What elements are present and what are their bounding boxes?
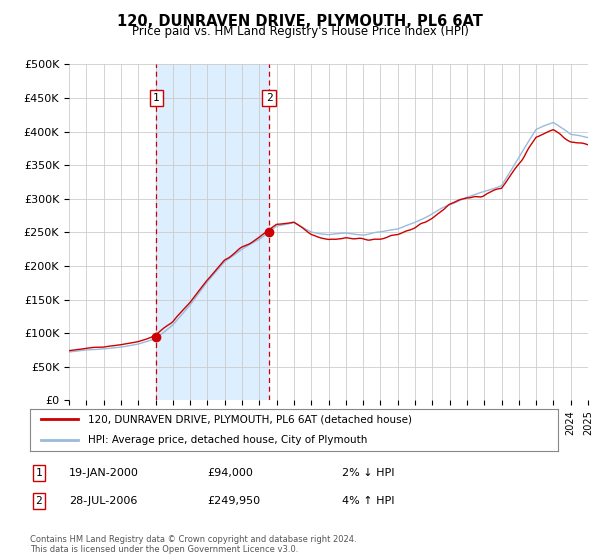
Text: 28-JUL-2006: 28-JUL-2006: [69, 496, 137, 506]
Text: 1: 1: [153, 93, 160, 103]
Text: £249,950: £249,950: [207, 496, 260, 506]
Text: 4% ↑ HPI: 4% ↑ HPI: [342, 496, 395, 506]
Text: 2: 2: [35, 496, 43, 506]
Bar: [157, 64, 269, 400]
Text: 2: 2: [266, 93, 272, 103]
Text: 19-JAN-2000: 19-JAN-2000: [69, 468, 139, 478]
Text: HPI: Average price, detached house, City of Plymouth: HPI: Average price, detached house, City…: [88, 435, 367, 445]
Text: 120, DUNRAVEN DRIVE, PLYMOUTH, PL6 6AT (detached house): 120, DUNRAVEN DRIVE, PLYMOUTH, PL6 6AT (…: [88, 414, 412, 424]
Text: 1: 1: [35, 468, 43, 478]
Text: Contains HM Land Registry data © Crown copyright and database right 2024.
This d: Contains HM Land Registry data © Crown c…: [30, 535, 356, 554]
Text: £94,000: £94,000: [207, 468, 253, 478]
Text: 2% ↓ HPI: 2% ↓ HPI: [342, 468, 395, 478]
Text: Price paid vs. HM Land Registry's House Price Index (HPI): Price paid vs. HM Land Registry's House …: [131, 25, 469, 38]
Text: 120, DUNRAVEN DRIVE, PLYMOUTH, PL6 6AT: 120, DUNRAVEN DRIVE, PLYMOUTH, PL6 6AT: [117, 14, 483, 29]
